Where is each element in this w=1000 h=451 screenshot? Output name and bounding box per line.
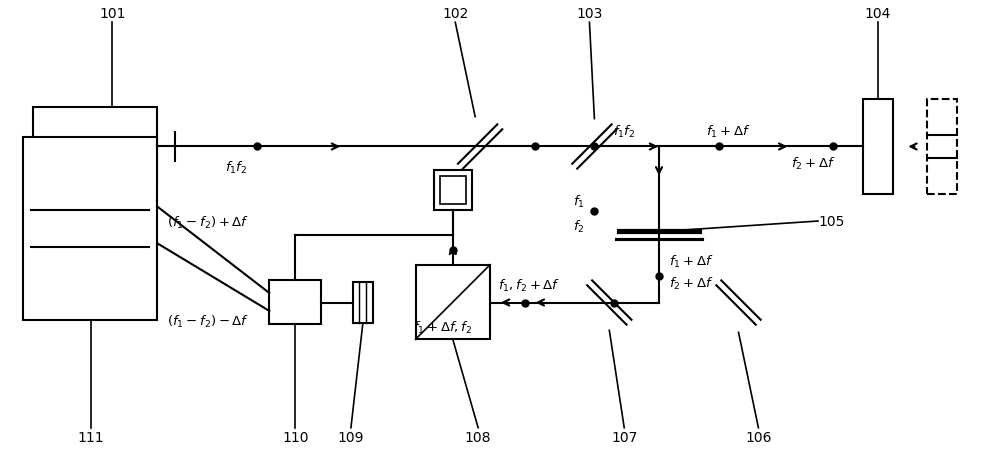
- Bar: [434, 171, 472, 211]
- Bar: [440, 177, 466, 205]
- Text: $f_2 + \Delta f$: $f_2 + \Delta f$: [791, 155, 836, 171]
- Bar: [269, 280, 321, 325]
- Text: $f_1 + \Delta f, f_2$: $f_1 + \Delta f, f_2$: [413, 319, 472, 335]
- Bar: [23, 137, 157, 321]
- Text: $f_1, f_2 + \Delta f$: $f_1, f_2 + \Delta f$: [498, 277, 560, 293]
- Text: $f_1 f_2$: $f_1 f_2$: [225, 159, 248, 175]
- Text: $f_1 + \Delta f$: $f_1 + \Delta f$: [706, 123, 751, 139]
- Text: $(f_1 - f_2) - \Delta f$: $(f_1 - f_2) - \Delta f$: [167, 313, 249, 329]
- Text: $f_2$: $f_2$: [573, 218, 584, 235]
- Bar: [353, 282, 373, 324]
- Text: $f_1 + \Delta f$: $f_1 + \Delta f$: [669, 253, 714, 269]
- Text: 103: 103: [576, 7, 603, 21]
- Text: 111: 111: [77, 430, 104, 444]
- Text: 108: 108: [465, 430, 491, 444]
- Text: $(f_1 - f_2) + \Delta f$: $(f_1 - f_2) + \Delta f$: [167, 214, 249, 230]
- Text: 110: 110: [282, 430, 309, 444]
- Bar: [927, 100, 957, 195]
- Text: $f_1$: $f_1$: [573, 193, 584, 210]
- Bar: [863, 100, 893, 195]
- Bar: [416, 265, 490, 340]
- Text: $f_2 + \Delta f$: $f_2 + \Delta f$: [669, 275, 714, 291]
- Text: 104: 104: [864, 7, 891, 21]
- Text: 102: 102: [442, 7, 468, 21]
- Text: 106: 106: [745, 430, 772, 444]
- Text: 107: 107: [611, 430, 637, 444]
- Text: 105: 105: [818, 215, 844, 229]
- Text: 101: 101: [99, 7, 126, 21]
- Text: 109: 109: [338, 430, 364, 444]
- Bar: [33, 107, 157, 187]
- Text: $f_1 f_2$: $f_1 f_2$: [613, 123, 635, 139]
